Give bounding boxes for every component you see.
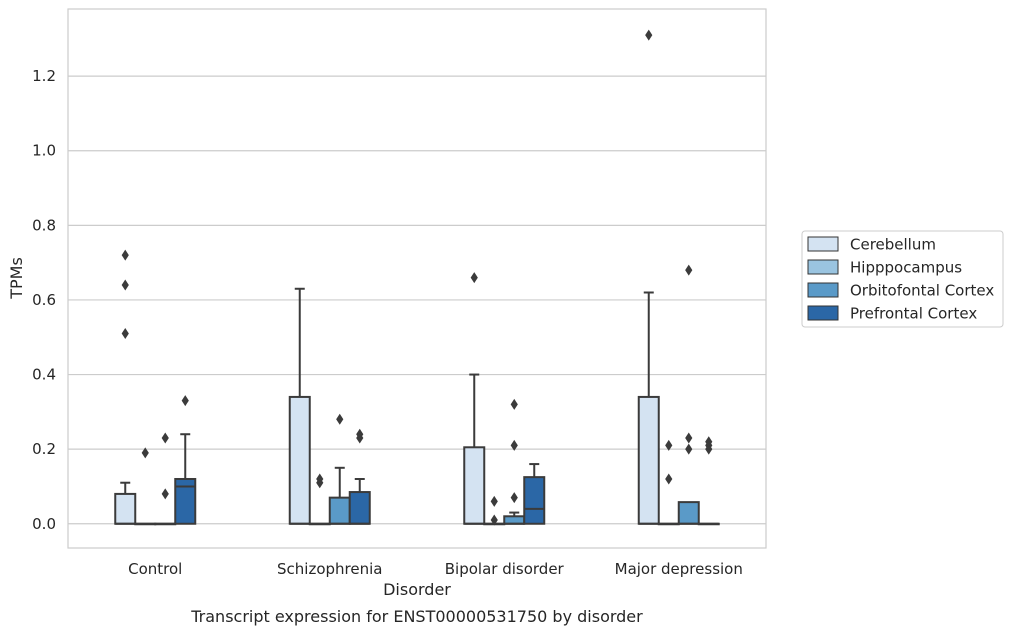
box-hipppocampus bbox=[483, 495, 506, 526]
box bbox=[637, 395, 660, 525]
outlier-point bbox=[510, 398, 518, 410]
y-tick-label: 1.0 bbox=[32, 142, 56, 160]
x-tick-label: Bipolar disorder bbox=[445, 560, 565, 578]
outlier-point bbox=[161, 488, 169, 500]
legend-swatch bbox=[807, 236, 839, 252]
x-tick-label: Control bbox=[128, 560, 182, 578]
box bbox=[174, 477, 197, 525]
outlier-point bbox=[121, 328, 129, 340]
y-axis-label: TPMs bbox=[7, 257, 26, 300]
y-tick-label: 0.0 bbox=[32, 515, 56, 533]
outlier-point bbox=[356, 428, 364, 440]
legend-label: Prefrontal Cortex bbox=[850, 305, 977, 323]
y-tick-label: 0.8 bbox=[32, 216, 56, 234]
box bbox=[677, 501, 700, 525]
box-marks bbox=[114, 29, 720, 526]
outlier-point bbox=[665, 439, 673, 451]
outlier-point bbox=[121, 249, 129, 261]
box-orbitofontal-cortex bbox=[677, 264, 700, 525]
y-tick-label: 0.4 bbox=[32, 366, 56, 384]
outlier-point bbox=[665, 473, 673, 485]
legend-label: Hipppocampus bbox=[850, 259, 962, 277]
legend-frame bbox=[801, 230, 1004, 328]
y-tick-label: 0.2 bbox=[32, 440, 56, 458]
y-tick-label: 0.6 bbox=[32, 291, 56, 309]
box-cerebellum bbox=[288, 287, 311, 525]
box-cerebellum bbox=[637, 29, 660, 525]
plot-frame bbox=[67, 8, 767, 549]
x-tick-label: Schizophrenia bbox=[277, 560, 382, 578]
legend-label: Cerebellum bbox=[850, 236, 936, 254]
legend: Cerebellum Hipppocampus Orbitofontal Corte… bbox=[801, 230, 1004, 328]
box bbox=[328, 496, 351, 525]
outlier-point bbox=[181, 395, 189, 407]
box bbox=[114, 492, 137, 525]
legend-swatch bbox=[807, 305, 839, 321]
box bbox=[503, 515, 526, 525]
box bbox=[348, 491, 371, 525]
outlier-point bbox=[490, 514, 498, 526]
box-orbitofontal-cortex bbox=[328, 413, 351, 525]
chart-caption: Transcript expression for ENST0000053175… bbox=[190, 607, 643, 626]
box-cerebellum bbox=[463, 272, 486, 525]
box-prefrontal-cortex bbox=[697, 436, 720, 526]
outlier-point bbox=[645, 29, 653, 41]
outlier-point bbox=[510, 439, 518, 451]
box-prefrontal-cortex bbox=[348, 428, 371, 525]
box bbox=[523, 476, 546, 525]
x-axis-label: Disorder bbox=[383, 580, 451, 599]
gridlines bbox=[68, 75, 766, 525]
box-orbitofontal-cortex bbox=[154, 432, 177, 526]
outlier-point bbox=[490, 495, 498, 507]
outlier-point bbox=[685, 264, 693, 276]
outlier-point bbox=[336, 413, 344, 425]
outlier-point bbox=[141, 447, 149, 459]
legend-swatch bbox=[807, 282, 839, 298]
box-hipppocampus bbox=[308, 473, 331, 526]
outlier-point bbox=[685, 432, 693, 444]
box-prefrontal-cortex bbox=[523, 463, 546, 525]
outlier-point bbox=[161, 432, 169, 444]
legend-label: Orbitofontal Cortex bbox=[850, 282, 994, 300]
outlier-point bbox=[470, 272, 478, 284]
outlier-point bbox=[510, 492, 518, 504]
outlier-point bbox=[685, 443, 693, 455]
box-hipppocampus bbox=[657, 439, 680, 526]
y-tick-label: 1.2 bbox=[32, 67, 56, 85]
outlier-point bbox=[705, 436, 713, 448]
box-cerebellum bbox=[114, 249, 137, 525]
x-tick-labels: Control Schizophrenia Bipolar disorder Majo… bbox=[128, 560, 743, 578]
box bbox=[288, 395, 311, 525]
box-hipppocampus bbox=[134, 447, 157, 526]
box bbox=[463, 446, 486, 525]
box-orbitofontal-cortex bbox=[503, 398, 526, 525]
y-tick-labels: 0.0 0.2 0.4 0.6 0.8 1.0 1.2 bbox=[32, 67, 56, 533]
box-prefrontal-cortex bbox=[174, 395, 197, 525]
legend-swatch bbox=[807, 259, 839, 275]
outlier-point bbox=[121, 279, 129, 291]
x-tick-label: Major depression bbox=[615, 560, 743, 578]
outlier-point bbox=[316, 473, 324, 485]
